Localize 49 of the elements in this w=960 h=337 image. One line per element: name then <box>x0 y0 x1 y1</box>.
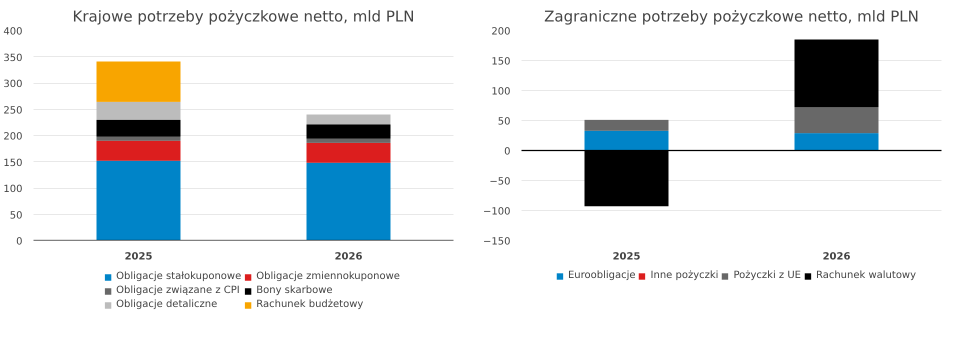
bar <box>96 120 180 137</box>
y-tick-label: 250 <box>3 105 23 116</box>
x-tick-label: 2025 <box>124 252 152 262</box>
bar <box>96 140 180 161</box>
bar <box>306 142 390 163</box>
bar <box>96 160 180 240</box>
bar <box>96 136 180 141</box>
y-tick-label: 350 <box>3 52 23 64</box>
y-tick-label: 100 <box>491 86 511 98</box>
legend-label: Euroobligacje <box>568 270 636 282</box>
chart-title: Zagraniczne potrzeby pożyczkowe netto, mld PLN <box>544 8 919 26</box>
legend-label: Pożyczki z UE <box>733 270 801 282</box>
bar <box>96 102 180 120</box>
legend-label: Obligacje związane z CPI <box>116 284 240 296</box>
legend-label: Rachunek walutowy <box>816 270 916 282</box>
bar <box>306 114 390 124</box>
chart-title: Krajowe potrzeby pożyczkowe netto, mld PLN <box>72 8 414 26</box>
bar <box>306 124 390 139</box>
bar <box>794 133 878 150</box>
y-tick-label: −150 <box>483 236 511 248</box>
legend-label: Obligacje detaliczne <box>116 298 218 310</box>
x-tick-label: 2026 <box>334 252 362 262</box>
y-tick-label: 400 <box>3 26 23 38</box>
legend-label: Obligacje stałokuponowe <box>116 270 242 282</box>
legend-label: Inne pożyczki <box>650 270 718 282</box>
bar <box>96 61 180 102</box>
y-tick-label: −100 <box>483 206 511 218</box>
legend-label: Obligacje zmiennokuponowe <box>256 270 400 282</box>
y-tick-label: 150 <box>3 158 23 169</box>
y-tick-label: 200 <box>3 132 23 142</box>
y-tick-label: 200 <box>491 26 511 38</box>
y-tick-label: 50 <box>10 210 23 222</box>
y-tick-label: −50 <box>489 176 511 188</box>
y-tick-label: 0 <box>16 236 23 248</box>
legend-label: Bony skarbowe <box>256 284 333 296</box>
bar <box>794 107 878 134</box>
y-tick-label: 100 <box>3 184 23 195</box>
bar <box>794 40 878 108</box>
bar <box>584 130 668 150</box>
y-tick-label: 50 <box>498 116 511 128</box>
x-tick-label: 2025 <box>612 252 640 262</box>
x-tick-label: 2026 <box>822 252 850 262</box>
bar <box>584 120 668 131</box>
y-tick-label: 0 <box>504 146 511 158</box>
bar <box>306 138 390 143</box>
y-tick-label: 150 <box>491 56 511 68</box>
legend-label: Rachunek budżetowy <box>256 298 364 310</box>
bar <box>306 162 390 240</box>
y-tick-label: 300 <box>3 79 23 90</box>
